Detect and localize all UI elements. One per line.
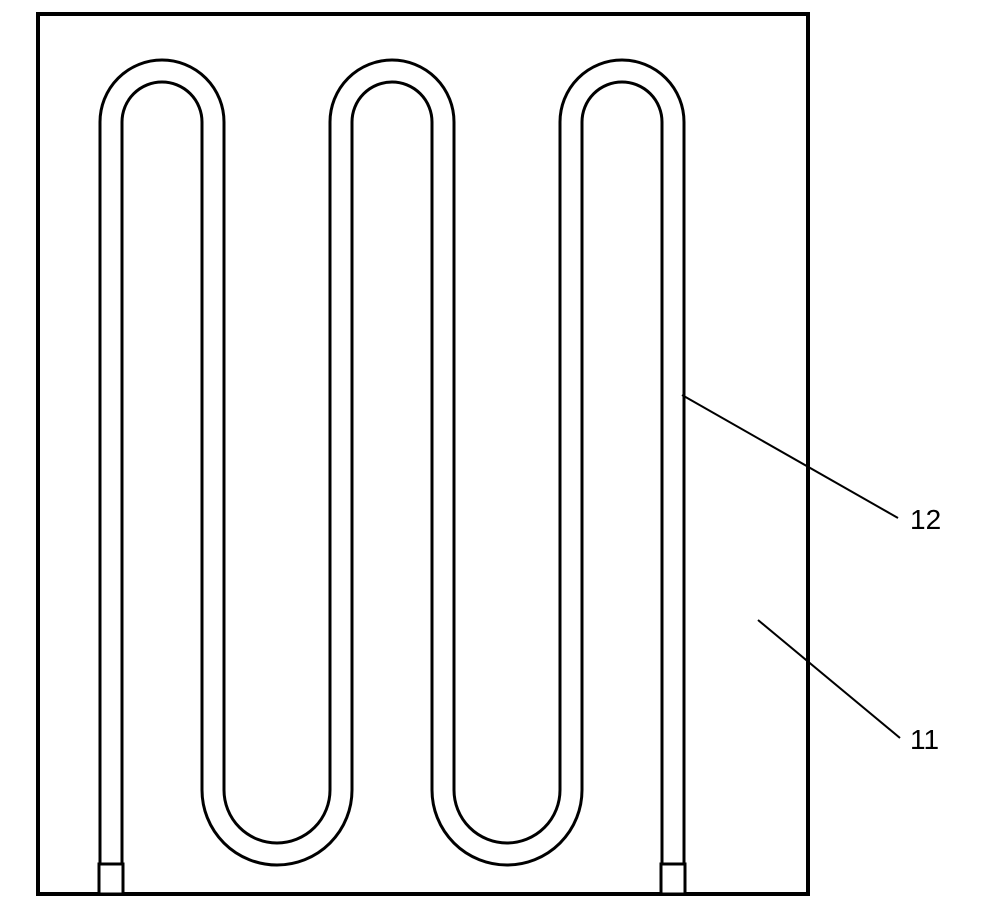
callout-label-12: 12 [910, 504, 941, 536]
outer-box [38, 14, 808, 894]
diagram-svg [0, 0, 1000, 908]
callout-label-11: 11 [910, 724, 939, 756]
diagram-container: 12 11 [0, 0, 1000, 908]
terminal-right [661, 864, 685, 894]
terminal-left [99, 864, 123, 894]
